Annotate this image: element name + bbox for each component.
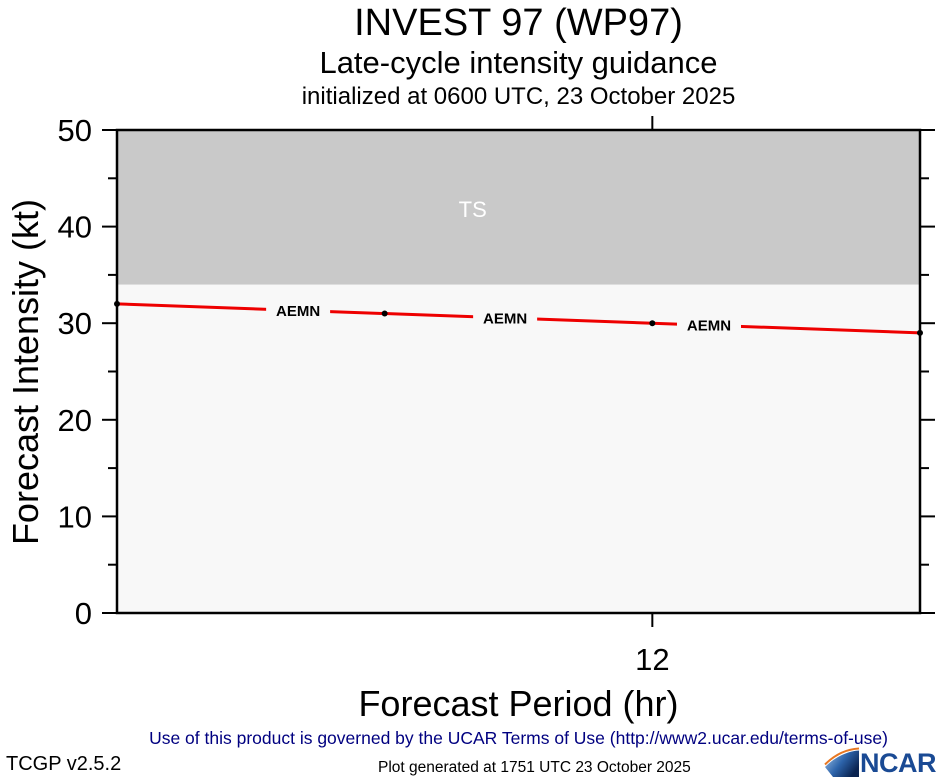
ncar-emblem-icon — [824, 746, 860, 778]
chart-subtitle: Late-cycle intensity guidance — [319, 45, 718, 80]
y-axis-label: Forecast Intensity (kt) — [5, 198, 46, 546]
y-tick-label: 30 — [58, 306, 92, 341]
y-tick-label: 40 — [58, 210, 92, 245]
line-label-mask — [676, 316, 741, 335]
ucar-terms-link[interactable]: Use of this product is governed by the U… — [149, 728, 888, 748]
ts-band — [117, 130, 920, 285]
data-point — [649, 320, 656, 327]
init-time-note: initialized at 0600 UTC, 23 October 2025 — [301, 83, 736, 110]
y-tick-label: 0 — [75, 596, 92, 631]
line-label-mask — [473, 308, 538, 327]
axis-frame — [115, 128, 922, 615]
line-label-aemn: AEMN — [276, 303, 320, 320]
chart-title: INVEST 97 (WP97) — [354, 2, 683, 44]
intensity-plot: TS 0 10 20 30 40 50 12 AEMN AEMN AEMN — [58, 113, 935, 677]
data-point — [381, 310, 388, 317]
data-point — [917, 329, 923, 336]
x-axis-label: Forecast Period (hr) — [358, 683, 679, 724]
ncar-wordmark: NCAR — [860, 748, 937, 778]
line-label-aemn: AEMN — [483, 310, 527, 327]
y-tick-label: 50 — [58, 113, 92, 148]
y-tick-label: 20 — [58, 403, 92, 438]
generated-timestamp: Plot generated at 1751 UTC 23 October 20… — [378, 759, 691, 776]
y-tick-label: 10 — [58, 499, 92, 534]
ts-band-label: TS — [459, 197, 487, 222]
line-label-mask — [266, 301, 331, 320]
data-point — [114, 300, 120, 307]
line-label-aemn: AEMN — [687, 318, 731, 335]
x-tick-label: 12 — [635, 642, 669, 677]
ncar-logo: NCAR — [824, 746, 937, 778]
tcgp-version: TCGP v2.5.2 — [6, 753, 122, 775]
